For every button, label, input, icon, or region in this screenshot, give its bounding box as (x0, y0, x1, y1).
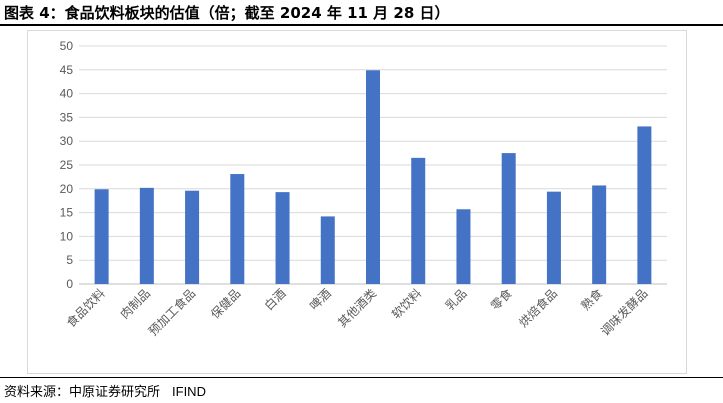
bar (546, 191, 561, 284)
y-tick-label: 20 (60, 182, 74, 196)
x-tick-label: 保健品 (208, 286, 243, 321)
x-tick-label: 调味发酵品 (597, 286, 650, 339)
x-tick-label: 肉制品 (118, 286, 153, 321)
source-label: 资料来源：中原证券研究所 (4, 385, 161, 400)
y-tick-label: 15 (60, 206, 74, 220)
y-tick-label: 10 (60, 229, 74, 243)
x-tick-label: 食品饮料 (63, 286, 108, 331)
y-tick-label: 0 (66, 277, 73, 291)
x-tick-label: 软饮料 (389, 286, 424, 321)
bar (185, 190, 200, 284)
bar (456, 209, 471, 284)
bar (275, 192, 290, 284)
footer-divider (0, 377, 723, 378)
y-tick-label: 5 (66, 253, 73, 267)
bar (637, 126, 652, 284)
x-tick-label: 啤酒 (306, 286, 334, 314)
bar (411, 157, 426, 284)
bar (94, 189, 109, 284)
y-tick-label: 35 (60, 110, 74, 124)
x-tick-label: 乳品 (443, 286, 470, 313)
y-tick-label: 30 (60, 134, 74, 148)
source-brand: IFIND (172, 384, 206, 399)
x-tick-label: 零食 (487, 286, 515, 314)
x-tick-label: 烘焙食品 (515, 286, 560, 331)
bar (501, 153, 516, 284)
y-tick-label: 25 (60, 158, 74, 172)
x-tick-label: 白酒 (261, 286, 289, 314)
source-note: 资料来源：中原证券研究所 IFIND (4, 381, 206, 400)
bar (139, 187, 154, 284)
x-tick-label: 其他酒类 (335, 286, 379, 330)
title-divider (0, 24, 723, 26)
x-tick-label: 熟食 (578, 286, 606, 314)
bar (230, 174, 245, 284)
figure-title: 图表 4：食品饮料板块的估值（倍；截至 2024 年 11 月 28 日） (4, 4, 450, 22)
y-tick-label: 50 (60, 39, 74, 53)
bar (592, 185, 607, 284)
bar-chart: 0 5 10 15 20 25 30 35 40 45 50 食品饮料 肉制品预加工食品 保健品 白酒 啤酒其… (60, 39, 667, 339)
y-tick-label: 45 (60, 63, 74, 77)
chart-frame (27, 30, 687, 374)
y-tick-label: 40 (60, 87, 74, 101)
x-tick-label: 预加工食品 (145, 286, 198, 339)
bar (320, 216, 335, 284)
bar (366, 70, 380, 284)
